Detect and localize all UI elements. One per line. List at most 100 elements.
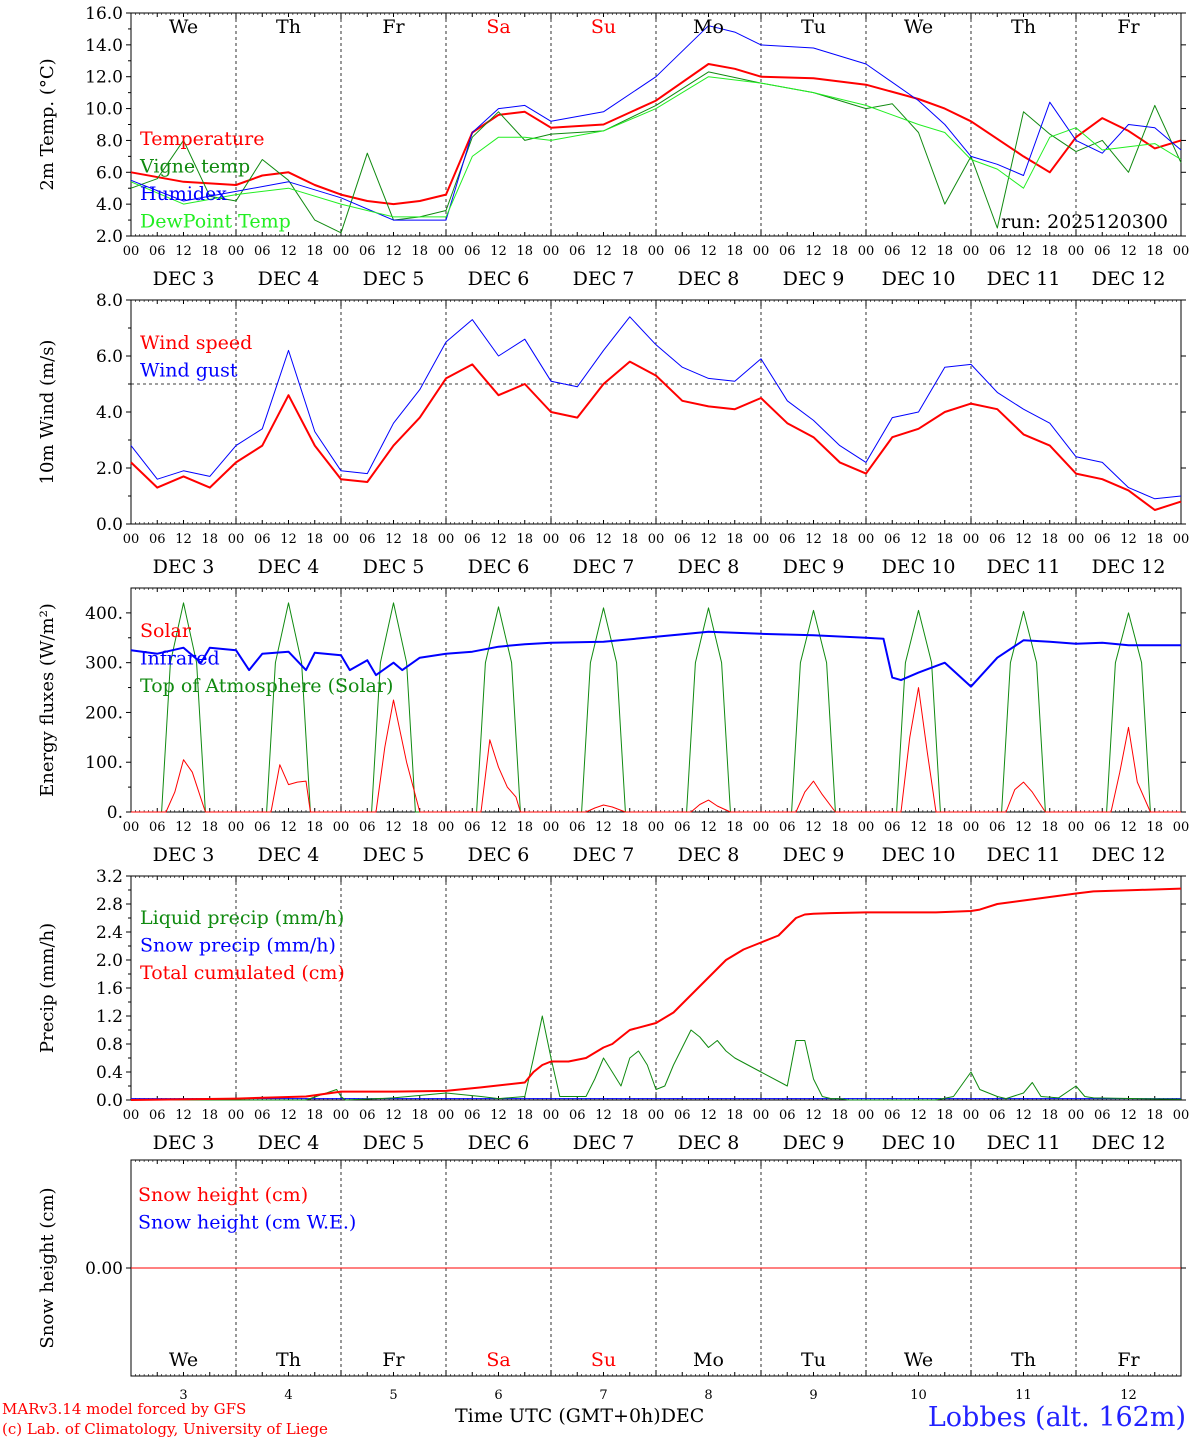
hour-tick-label: 06 bbox=[674, 532, 691, 547]
day-label: DEC 3 bbox=[153, 1132, 215, 1154]
hour-tick-label: 06 bbox=[254, 1108, 271, 1123]
hour-tick-label: 18 bbox=[1041, 1108, 1058, 1123]
y-axis-label: Precip (mm/h) bbox=[37, 923, 58, 1053]
hour-tick-label: 00 bbox=[543, 820, 560, 835]
day-number-label: 11 bbox=[1015, 1388, 1032, 1403]
day-label: DEC 4 bbox=[258, 268, 320, 290]
day-label: DEC 9 bbox=[783, 268, 845, 290]
y-tick-label: 0.8 bbox=[96, 1035, 123, 1055]
weekday-label: Th bbox=[276, 16, 301, 38]
hour-tick-label: 00 bbox=[858, 820, 875, 835]
weekday-label: Sa bbox=[486, 1349, 510, 1371]
hour-tick-label: 12 bbox=[175, 820, 192, 835]
hour-tick-label: 06 bbox=[569, 820, 586, 835]
hour-tick-label: 06 bbox=[464, 244, 481, 259]
hour-tick-label: 00 bbox=[753, 532, 770, 547]
hour-tick-label: 00 bbox=[123, 820, 140, 835]
day-label: DEC 4 bbox=[258, 1132, 320, 1154]
hour-tick-label: 06 bbox=[1094, 532, 1111, 547]
time-axis-title: Time UTC (GMT+0h)DEC bbox=[455, 1405, 704, 1427]
hour-tick-label: 18 bbox=[1146, 532, 1163, 547]
day-label: DEC 10 bbox=[882, 1132, 956, 1154]
y-tick-label: 6.0 bbox=[96, 163, 123, 183]
hour-tick-label: 06 bbox=[989, 532, 1006, 547]
day-label: DEC 9 bbox=[783, 1132, 845, 1154]
hour-tick-label: 00 bbox=[963, 244, 980, 259]
day-label: DEC 11 bbox=[987, 1132, 1061, 1154]
y-axis-label: Snow height (cm) bbox=[37, 1187, 58, 1348]
hour-tick-label: 12 bbox=[805, 532, 822, 547]
hour-tick-label: 12 bbox=[175, 244, 192, 259]
day-label: DEC 12 bbox=[1092, 556, 1166, 578]
hour-tick-label: 00 bbox=[543, 1108, 560, 1123]
hour-tick-label: 18 bbox=[306, 244, 323, 259]
day-number-label: 8 bbox=[704, 1388, 712, 1403]
hour-tick-label: 12 bbox=[490, 1108, 507, 1123]
hour-tick-label: 12 bbox=[805, 820, 822, 835]
hour-tick-label: 00 bbox=[648, 1108, 665, 1123]
hour-tick-label: 12 bbox=[595, 820, 612, 835]
hour-tick-label: 00 bbox=[228, 1108, 245, 1123]
day-label: DEC 6 bbox=[468, 268, 530, 290]
weekday-label: Fr bbox=[1117, 1349, 1140, 1371]
plot-frame bbox=[130, 299, 1182, 525]
y-tick-label: 2.0 bbox=[96, 227, 123, 247]
series-line-wind-gust bbox=[130, 316, 1182, 500]
hour-tick-label: 00 bbox=[333, 532, 350, 547]
hour-tick-label: 18 bbox=[726, 244, 743, 259]
hour-tick-label: 18 bbox=[831, 244, 848, 259]
y-tick-label: 2.8 bbox=[96, 895, 123, 915]
day-label: DEC 11 bbox=[987, 556, 1061, 578]
hour-tick-label: 06 bbox=[254, 244, 271, 259]
hour-tick-label: 06 bbox=[569, 532, 586, 547]
day-number-label: 6 bbox=[494, 1388, 502, 1403]
day-label: DEC 6 bbox=[468, 556, 530, 578]
hour-tick-label: 00 bbox=[543, 244, 560, 259]
legend-entry: Snow precip (mm/h) bbox=[140, 935, 336, 957]
hour-tick-label: 12 bbox=[910, 1108, 927, 1123]
day-label: DEC 5 bbox=[363, 556, 425, 578]
day-label: DEC 6 bbox=[468, 844, 530, 866]
weekday-label: Fr bbox=[382, 1349, 405, 1371]
hour-tick-label: 18 bbox=[936, 244, 953, 259]
weekday-label: We bbox=[904, 1349, 933, 1371]
day-label: DEC 10 bbox=[882, 268, 956, 290]
hour-tick-label: 00 bbox=[1068, 820, 1085, 835]
time-axis-label: Time UTC (GMT+0h) bbox=[455, 1405, 661, 1427]
y-tick-label: 4.0 bbox=[96, 403, 123, 423]
hour-tick-label: 12 bbox=[1120, 1108, 1137, 1123]
hour-tick-label: 12 bbox=[490, 532, 507, 547]
hour-tick-label: 00 bbox=[438, 532, 455, 547]
day-label: DEC 8 bbox=[678, 844, 740, 866]
series-line-solar bbox=[131, 687, 1181, 813]
day-number-label: 12 bbox=[1120, 1388, 1137, 1403]
hour-tick-label: 18 bbox=[621, 532, 638, 547]
hour-tick-label: 18 bbox=[1041, 532, 1058, 547]
hour-tick-label: 18 bbox=[306, 1108, 323, 1123]
day-label: DEC 10 bbox=[882, 844, 956, 866]
panel-energy: 0. 100. 200. 300. 400. Energy fluxes (W/m²) So… bbox=[37, 587, 1189, 866]
weekday-label: Tu bbox=[801, 16, 826, 38]
panel-precip: 0.0 0.4 0.8 1.2 1.6 2.0 2.4 2.8 3.2 Precip (mm/h)… bbox=[37, 867, 1189, 1154]
hour-tick-label: 00 bbox=[228, 820, 245, 835]
hour-tick-label: 18 bbox=[831, 1108, 848, 1123]
day-label: DEC 7 bbox=[573, 1132, 635, 1154]
hour-tick-label: 12 bbox=[1120, 532, 1137, 547]
hour-tick-label: 12 bbox=[700, 532, 717, 547]
hour-tick-label: 18 bbox=[726, 1108, 743, 1123]
legend-entry: Liquid precip (mm/h) bbox=[140, 907, 344, 929]
hour-tick-label: 00 bbox=[648, 244, 665, 259]
day-label: DEC 4 bbox=[258, 556, 320, 578]
legend-entry: Snow height (cm W.E.) bbox=[138, 1212, 356, 1234]
legend-entry: Total cumulated (cm) bbox=[140, 962, 345, 984]
day-number-label: 7 bbox=[599, 1388, 607, 1403]
y-tick-label: 6.0 bbox=[96, 347, 123, 367]
hour-tick-label: 00 bbox=[123, 1108, 140, 1123]
day-label: DEC 8 bbox=[678, 1132, 740, 1154]
day-label: DEC 9 bbox=[783, 844, 845, 866]
legend-entry: Solar bbox=[140, 620, 192, 642]
hour-tick-label: 12 bbox=[700, 1108, 717, 1123]
day-label: DEC 5 bbox=[363, 844, 425, 866]
hour-tick-label: 06 bbox=[884, 532, 901, 547]
day-label: DEC 10 bbox=[882, 556, 956, 578]
